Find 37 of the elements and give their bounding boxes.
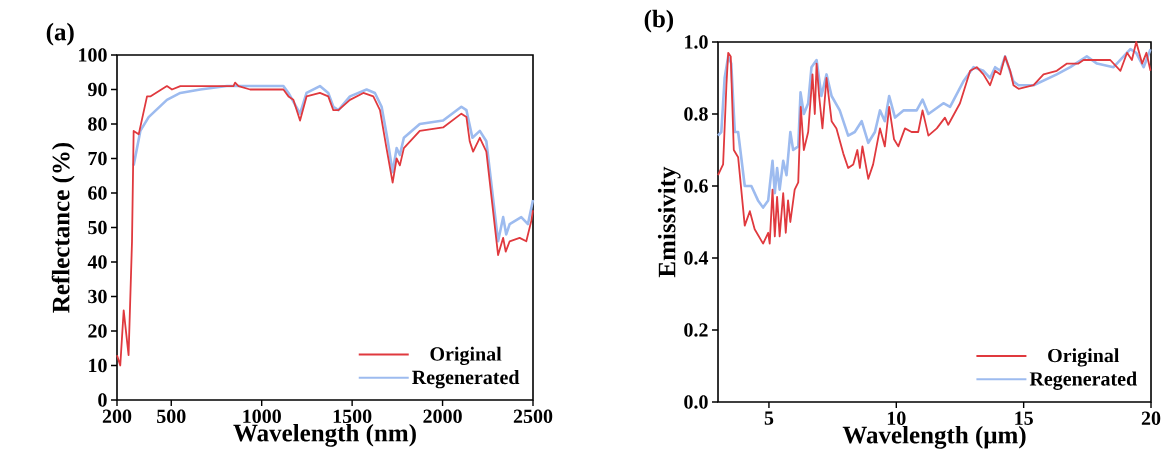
- chart-title: (b): [644, 9, 674, 33]
- x-tick-label: 5: [764, 411, 774, 425]
- y-axis-title: Emissivity: [657, 166, 681, 278]
- x-tick-label: 10: [887, 411, 906, 426]
- x-tick-label: 15: [1015, 411, 1033, 425]
- legend-label: Original: [1048, 348, 1120, 367]
- y-tick-label: 1.0: [685, 35, 708, 49]
- legend-label: Regenerated: [1029, 371, 1137, 390]
- x-tick-label: 1000: [243, 409, 281, 424]
- y-tick-label: 10: [89, 358, 107, 373]
- y-tick-label: 100: [79, 48, 107, 62]
- y-tick-label: 80: [88, 117, 107, 131]
- legend-label: Regenerated: [412, 370, 520, 389]
- chart-title: (a): [46, 22, 74, 46]
- y-tick-label: 0: [98, 393, 107, 407]
- y-tick-label: 90: [88, 82, 107, 97]
- x-tick-label: 1500: [333, 409, 372, 424]
- x-axis-title: Wavelength (μm): [842, 425, 1026, 449]
- y-tick-label: 70: [88, 151, 107, 166]
- x-tick-label: 20: [1141, 411, 1161, 426]
- y-tick-label: 0.6: [684, 179, 708, 193]
- x-tick-label: 200: [102, 409, 132, 424]
- y-tick-label: 0.4: [684, 251, 709, 265]
- x-axis-title: Wavelength (nm): [233, 423, 416, 447]
- y-tick-label: 30: [88, 289, 107, 304]
- y-axis-title: Reflectance (%): [51, 142, 75, 313]
- y-tick-label: 40: [87, 255, 107, 269]
- x-tick-label: 2500: [513, 409, 553, 424]
- x-tick-label: 2000: [423, 409, 462, 424]
- y-tick-label: 60: [88, 186, 107, 200]
- x-tick-label: 500: [157, 409, 186, 424]
- y-tick-label: 20: [88, 324, 107, 338]
- y-tick-label: 0.0: [684, 395, 708, 409]
- y-tick-label: 50: [88, 220, 107, 235]
- legend-label: Original: [430, 346, 502, 365]
- y-tick-label: 0.8: [684, 107, 708, 121]
- y-tick-label: 0.2: [684, 323, 708, 337]
